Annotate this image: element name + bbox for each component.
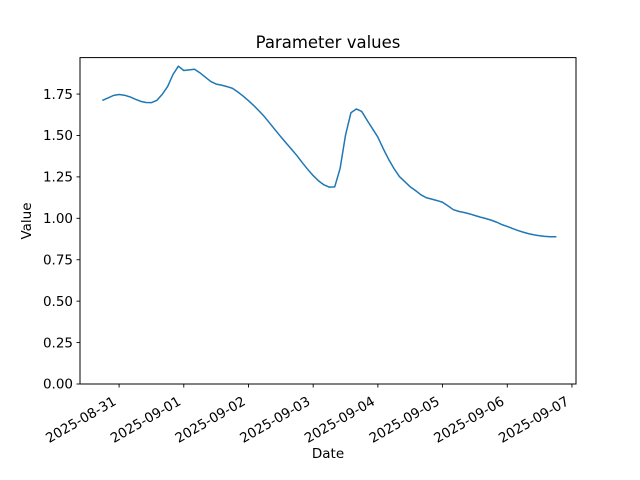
x-tick-label: 2025-09-02 bbox=[173, 394, 249, 447]
x-tick-label: 2025-09-04 bbox=[302, 394, 378, 447]
y-tick-label: 0.00 bbox=[43, 377, 73, 393]
y-tick-label: 1.50 bbox=[43, 128, 73, 144]
x-tick-label: 2025-09-06 bbox=[431, 394, 507, 447]
x-tick-label: 2025-09-07 bbox=[496, 394, 572, 447]
x-axis-label: Date bbox=[311, 446, 345, 462]
data-line bbox=[102, 65, 557, 238]
x-tick-label: 2025-09-05 bbox=[367, 394, 443, 447]
chart-title: Parameter values bbox=[255, 33, 401, 52]
y-tick-label: 1.00 bbox=[43, 211, 73, 227]
y-tick-label: 0.75 bbox=[43, 252, 73, 268]
x-tick-label: 2025-08-31 bbox=[43, 394, 119, 447]
y-tick-label: 1.25 bbox=[43, 170, 73, 186]
y-axis-label: Value bbox=[19, 202, 35, 240]
x-tick-label: 2025-09-01 bbox=[108, 394, 184, 447]
y-tick-label: 0.25 bbox=[43, 335, 73, 351]
x-tick-label: 2025-09-03 bbox=[237, 394, 313, 447]
y-tick-label: 1.75 bbox=[43, 87, 73, 103]
y-tick-label: 0.50 bbox=[43, 294, 73, 310]
axes-frame bbox=[79, 57, 577, 385]
